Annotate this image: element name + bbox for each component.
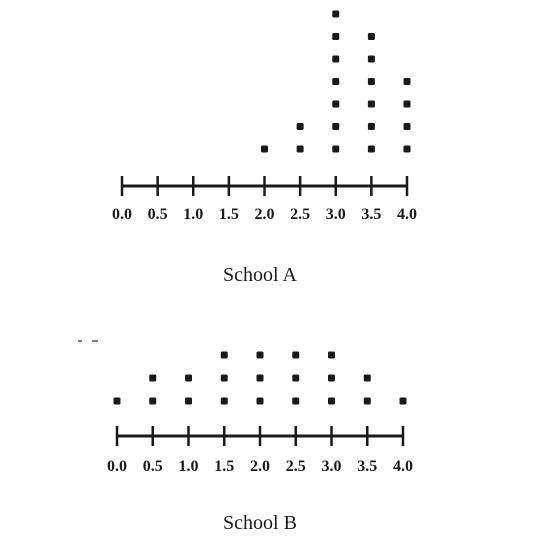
x-tick-label: 1.0 xyxy=(179,458,199,475)
x-tick-label: 1.5 xyxy=(219,206,239,223)
x-tick-label: 0.0 xyxy=(112,206,132,223)
data-dot xyxy=(256,397,264,405)
data-dot xyxy=(403,145,411,153)
data-dot xyxy=(367,145,375,153)
school-b-dot-plot: 0.0 0.5 1.0 1.5 2.0 2.5 3.0 3.5 4.0 School B xyxy=(107,351,413,534)
chart-title: School B xyxy=(223,512,297,534)
x-tick-label: 1.0 xyxy=(183,206,203,223)
data-dot xyxy=(399,397,407,405)
data-dot xyxy=(113,397,121,405)
x-tick-label: 1.5 xyxy=(214,458,234,475)
data-dot xyxy=(185,397,192,405)
data-dot xyxy=(367,55,375,63)
x-tick-label: 3.5 xyxy=(357,458,377,475)
data-dot xyxy=(403,100,411,108)
data-dot xyxy=(149,374,157,382)
data-dot xyxy=(220,374,228,382)
data-dot xyxy=(367,78,375,85)
x-tick-label: 0.0 xyxy=(107,458,127,475)
x-tick-label: 4.0 xyxy=(393,458,413,475)
data-dot xyxy=(332,100,340,108)
data-dot xyxy=(363,374,371,382)
data-dot xyxy=(403,78,411,85)
data-dot xyxy=(149,397,157,405)
data-dot xyxy=(332,78,340,85)
x-tick-label: 2.5 xyxy=(290,206,310,223)
data-dot xyxy=(328,397,335,405)
data-dot xyxy=(328,351,335,359)
x-tick-label: 3.0 xyxy=(326,206,346,223)
data-dot xyxy=(332,123,340,130)
data-dot xyxy=(256,351,264,359)
data-dot xyxy=(363,397,371,405)
data-dot xyxy=(292,351,300,359)
data-dot xyxy=(367,123,375,130)
data-dot xyxy=(292,374,300,382)
x-tick-label: 0.5 xyxy=(148,206,168,223)
x-tick-label: 3.5 xyxy=(361,206,381,223)
x-tick-label: 3.0 xyxy=(322,458,342,475)
data-dot xyxy=(292,397,300,405)
data-dot xyxy=(261,145,268,153)
school-a-dot-plot: 0.0 0.5 1.0 1.5 2.0 2.5 3.0 3.5 4.0 School A xyxy=(112,10,417,286)
data-dot xyxy=(332,33,340,40)
chart-title: School A xyxy=(223,264,297,286)
data-dot xyxy=(332,55,340,63)
x-tick-label: 4.0 xyxy=(397,206,417,223)
x-tick-label: 2.5 xyxy=(286,458,306,475)
data-dot xyxy=(220,397,228,405)
data-dot xyxy=(328,374,335,382)
data-dot xyxy=(185,374,192,382)
data-dot xyxy=(296,123,304,130)
x-tick-label: 0.5 xyxy=(143,458,163,475)
data-dot xyxy=(256,374,264,382)
data-dot xyxy=(403,123,411,130)
data-dot xyxy=(367,33,375,40)
data-dot xyxy=(332,10,340,18)
x-tick-label: 2.0 xyxy=(250,458,270,475)
data-dot xyxy=(296,145,304,153)
x-tick-label: 2.0 xyxy=(255,206,275,223)
data-dot xyxy=(220,351,228,359)
data-dot xyxy=(332,145,340,153)
data-dot xyxy=(367,100,375,108)
